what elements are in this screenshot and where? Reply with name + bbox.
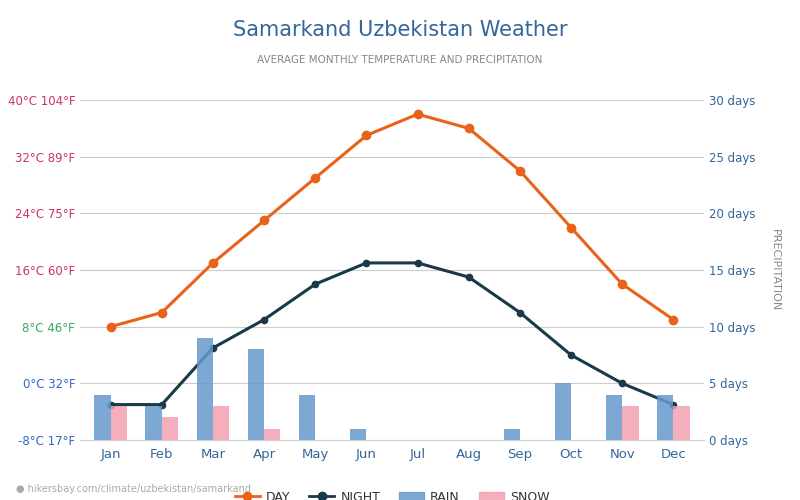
- Bar: [350, 428, 366, 440]
- Bar: [264, 428, 281, 440]
- Text: ● hikersbay.com/climate/uzbekistan/samarkand: ● hikersbay.com/climate/uzbekistan/samar…: [16, 484, 251, 494]
- Bar: [146, 406, 162, 440]
- Bar: [606, 394, 622, 440]
- Bar: [248, 350, 264, 440]
- Text: AVERAGE MONTHLY TEMPERATURE AND PRECIPITATION: AVERAGE MONTHLY TEMPERATURE AND PRECIPIT…: [258, 55, 542, 65]
- Bar: [213, 406, 230, 440]
- Bar: [657, 394, 674, 440]
- Y-axis label: PRECIPITATION: PRECIPITATION: [770, 229, 780, 311]
- Legend: DAY, NIGHT, RAIN, SNOW: DAY, NIGHT, RAIN, SNOW: [230, 486, 554, 500]
- Bar: [110, 406, 127, 440]
- Bar: [299, 394, 315, 440]
- Bar: [622, 406, 638, 440]
- Bar: [94, 394, 110, 440]
- Text: Samarkand Uzbekistan Weather: Samarkand Uzbekistan Weather: [233, 20, 567, 40]
- Bar: [197, 338, 213, 440]
- Bar: [674, 406, 690, 440]
- Bar: [162, 418, 178, 440]
- Bar: [503, 428, 520, 440]
- Bar: [554, 384, 571, 440]
